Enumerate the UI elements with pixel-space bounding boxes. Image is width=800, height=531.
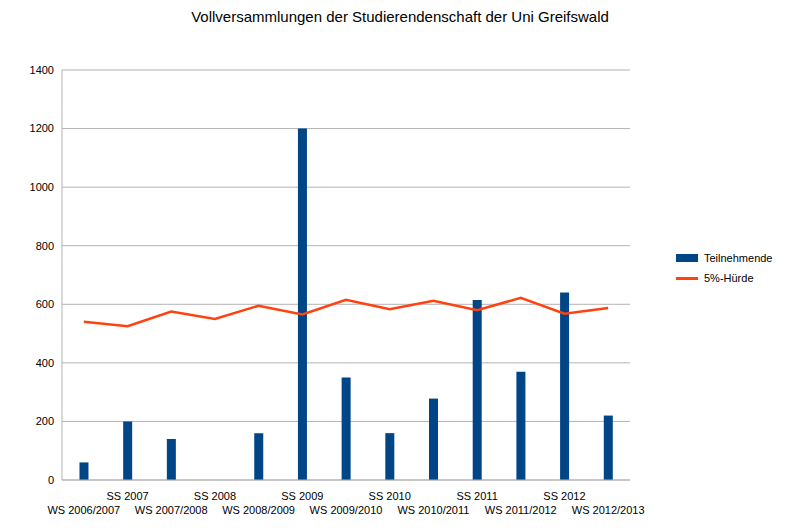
svg-text:SS 2011: SS 2011 [456,490,497,502]
svg-text:SS 2009: SS 2009 [281,490,323,502]
html-text:5%-Hürde: 5%-Hürde [704,272,754,284]
svg-text:1400: 1400 [30,64,54,76]
svg-text:SS 2007: SS 2007 [106,490,148,502]
svg-text:200: 200 [36,415,54,427]
svg-text:WS 2010/2011: WS 2010/2011 [397,504,469,516]
svg-text:SS 2010: SS 2010 [369,490,411,502]
svg-text:SS 2008: SS 2008 [194,490,236,502]
svg-text:WS 2006/2007: WS 2006/2007 [47,504,120,516]
svg-text:SS 2012: SS 2012 [543,490,585,502]
svg-text:1000: 1000 [30,181,54,193]
svg-text:WS 2007/2008: WS 2007/2008 [135,504,208,516]
svg-text:WS 2011/2012: WS 2011/2012 [485,504,557,516]
svg-text:800: 800 [36,240,54,252]
html-text:Teilnehmende: Teilnehmende [704,252,773,264]
svg-text:400: 400 [36,357,54,369]
html-text:Vollversammlungen der Studiere: Vollversammlungen der Studierendenschaft… [191,8,609,25]
svg-text:0: 0 [48,474,54,486]
svg-text:WS 2008/2009: WS 2008/2009 [222,504,295,516]
svg-text:WS 2009/2010: WS 2009/2010 [310,504,383,516]
svg-text:1200: 1200 [30,122,54,134]
svg-text:600: 600 [36,298,54,310]
svg-text:WS 2012/2013: WS 2012/2013 [572,504,645,516]
